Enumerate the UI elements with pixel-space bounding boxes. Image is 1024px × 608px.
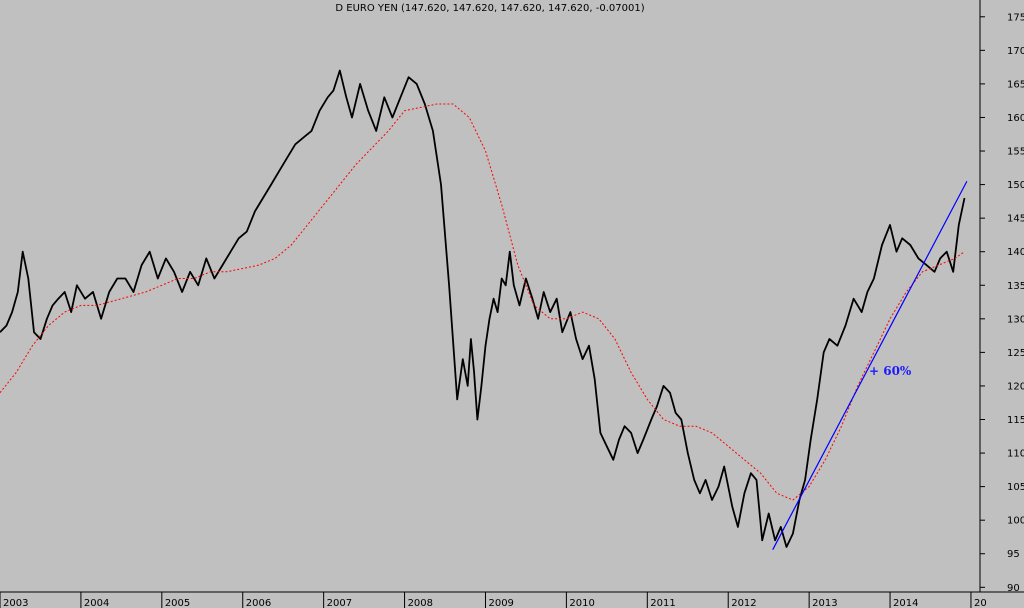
x-axis-ticks: 2003 2004 2005 2006 2007 2008 2009 2010 2011 2012… xyxy=(0,592,987,608)
y-axis-ticks: 90 95 100 105 110 115 120 125 130 135 140 145 150 155… xyxy=(980,12,1024,594)
y-tick-label: 120 xyxy=(1007,381,1024,392)
x-tick-label: 2005 xyxy=(165,598,190,608)
y-tick-label: 165 xyxy=(1007,79,1024,90)
y-axis: 90 95 100 105 110 115 120 125 130 135 140 145 150 155… xyxy=(979,0,1024,594)
x-tick-label: 2011 xyxy=(650,598,675,608)
y-tick-label: 170 xyxy=(1007,46,1024,57)
y-tick-label: 140 xyxy=(1007,247,1024,258)
y-tick-label: 160 xyxy=(1007,113,1024,124)
plot-area xyxy=(0,0,980,592)
y-tick-label: 105 xyxy=(1007,482,1024,493)
x-tick-label: 20 xyxy=(974,598,987,608)
price-line xyxy=(0,69,966,548)
y-tick-label: 125 xyxy=(1007,348,1024,359)
y-tick-label: 90 xyxy=(1007,583,1020,594)
y-tick-label: 100 xyxy=(1007,516,1024,527)
x-tick-label: 2003 xyxy=(3,598,28,608)
x-tick-label: 2006 xyxy=(246,598,271,608)
y-tick-label: 110 xyxy=(1007,449,1024,460)
moving-average-line xyxy=(0,103,965,501)
x-tick-label: 2008 xyxy=(408,598,433,608)
x-tick-label: 2013 xyxy=(812,598,837,608)
y-tick-label: 130 xyxy=(1007,314,1024,325)
x-tick-label: 2004 xyxy=(84,598,109,608)
chart-title: D EURO YEN (147.620, 147.620, 147.620, 1… xyxy=(335,3,644,14)
y-tick-label: 175 xyxy=(1007,12,1024,23)
x-tick-label: 2012 xyxy=(731,598,756,608)
x-tick-label: 2007 xyxy=(327,598,352,608)
trendline xyxy=(772,180,968,550)
trendline-layer xyxy=(772,180,968,550)
series-layer xyxy=(0,69,966,548)
y-tick-label: 150 xyxy=(1007,180,1024,191)
x-tick-label: 2010 xyxy=(569,598,594,608)
y-tick-label: 155 xyxy=(1007,147,1024,158)
y-tick-label: 95 xyxy=(1007,549,1020,560)
x-axis: 2003 2004 2005 2006 2007 2008 2009 2010 2011 2012… xyxy=(0,591,1024,608)
x-tick-label: 2009 xyxy=(488,598,513,608)
y-tick-label: 135 xyxy=(1007,281,1024,292)
y-tick-label: 115 xyxy=(1007,415,1024,426)
y-tick-label: 145 xyxy=(1007,214,1024,225)
x-tick-label: 2014 xyxy=(893,598,918,608)
gain-annotation: + 60% xyxy=(869,364,912,378)
